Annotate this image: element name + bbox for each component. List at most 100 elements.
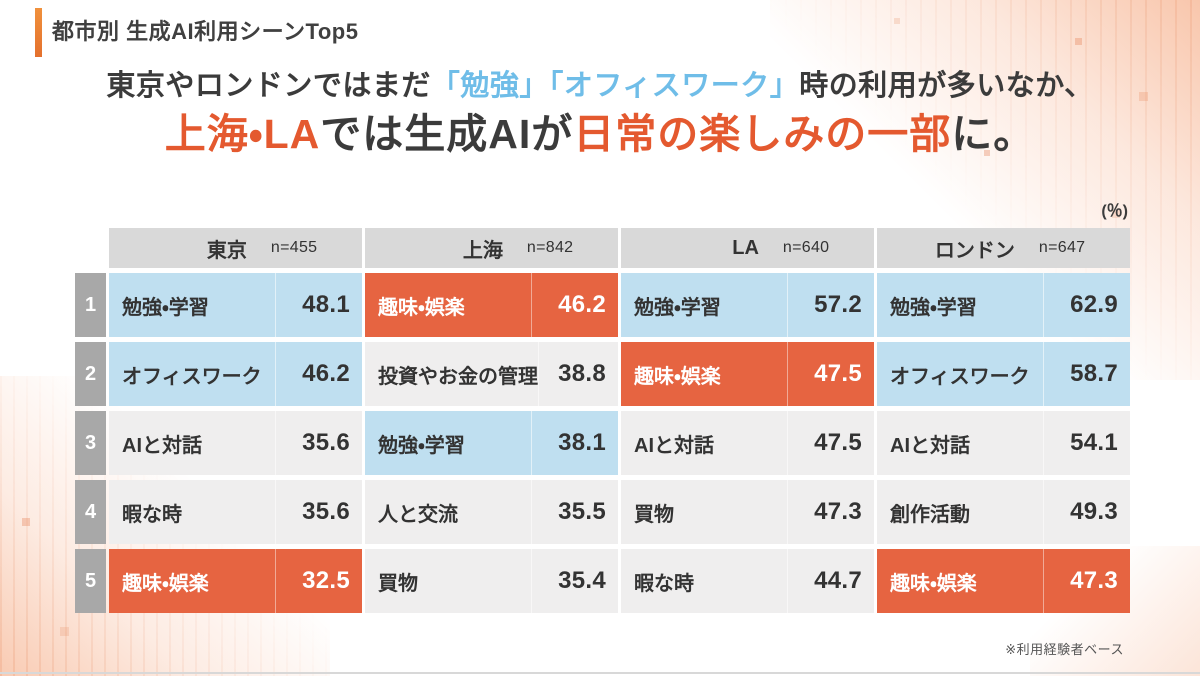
decoration-square [1075, 38, 1082, 45]
headline-segment-blue: 「勉強」「オフィスワーク」 [430, 70, 800, 102]
scene-label: 創作活動 [877, 480, 1044, 544]
headline-segment-orange: 日常の楽しみの一部 [573, 111, 952, 158]
scene-cell-ロンドン-rank3: AIと対話 54.1 [877, 411, 1130, 475]
scene-label: オフィスワーク [109, 342, 276, 406]
rank-number: 3 [75, 411, 106, 475]
rank-number: 1 [75, 273, 106, 337]
scene-label: 買物 [365, 549, 532, 613]
title-accent-bar [35, 8, 42, 57]
scene-label: オフィスワーク [877, 342, 1044, 406]
scene-value: 46.2 [302, 360, 350, 387]
scene-value: 48.1 [302, 291, 350, 318]
scene-cell-東京-rank3: AIと対話 35.6 [109, 411, 362, 475]
sample-size: n=640 [782, 239, 830, 256]
scene-value: 47.3 [1070, 567, 1118, 594]
city-name: LA [732, 236, 759, 259]
scene-value: 46.2 [558, 291, 606, 318]
rank-number: 5 [75, 549, 106, 613]
scene-label: 買物 [621, 480, 788, 544]
rank-number: 2 [75, 342, 106, 406]
unit-label: (％) [1101, 203, 1128, 220]
scene-label: 勉強・学習 [621, 273, 788, 337]
scene-value: 58.7 [1070, 360, 1118, 387]
scene-cell-上海-rank3: 勉強・学習 38.1 [365, 411, 618, 475]
scene-cell-上海-rank4: 人と交流 35.5 [365, 480, 618, 544]
scene-label: 趣味・娯楽 [109, 549, 276, 613]
decoration-square [894, 18, 900, 24]
scene-cell-ロンドン-rank4: 創作活動 49.3 [877, 480, 1130, 544]
scene-cell-LA-rank5: 暇な時 44.7 [621, 549, 874, 613]
decoration-square [984, 150, 990, 156]
scene-cell-ロンドン-rank1: 勉強・学習 62.9 [877, 273, 1130, 337]
scene-value: 38.8 [558, 360, 606, 387]
scene-label: 勉強・学習 [365, 411, 532, 475]
city-name: ロンドン [934, 239, 1015, 262]
footnote: ※利用経験者ベース [1005, 642, 1124, 657]
scene-label: 暇な時 [109, 480, 276, 544]
sample-size: n=455 [270, 239, 318, 256]
decoration-square [22, 518, 30, 526]
scene-value: 44.7 [814, 567, 862, 594]
scene-label: 投資やお金の管理 [365, 342, 539, 406]
scene-label: 趣味・娯楽 [365, 273, 532, 337]
rank-number: 4 [75, 480, 106, 544]
scene-value: 47.5 [814, 360, 862, 387]
scene-value: 54.1 [1070, 429, 1118, 456]
decoration-square [1112, 210, 1120, 218]
decoration-square [60, 627, 69, 636]
scene-label: AIと対話 [109, 411, 276, 475]
slide-title: 都市別 生成AI利用シーンTop5 [52, 19, 359, 44]
headline-line1: 東京やロンドンではまだ「勉強」「オフィスワーク」時の利用が多いなか、 [0, 70, 1200, 103]
scene-cell-LA-rank1: 勉強・学習 57.2 [621, 273, 874, 337]
scene-label: AIと対話 [621, 411, 788, 475]
scene-cell-上海-rank5: 買物 35.4 [365, 549, 618, 613]
scene-cell-東京-rank5: 趣味・娯楽 32.5 [109, 549, 362, 613]
headline-line2: 上海・LAでは生成AIが日常の楽しみの一部に。 [0, 111, 1200, 158]
scene-label: 勉強・学習 [877, 273, 1044, 337]
scene-value: 38.1 [558, 429, 606, 456]
scene-cell-LA-rank2: 趣味・娯楽 47.5 [621, 342, 874, 406]
scene-label: 趣味・娯楽 [877, 549, 1044, 613]
sample-size: n=842 [526, 239, 574, 256]
scene-label: 人と交流 [365, 480, 532, 544]
scene-label: 勉強・学習 [109, 273, 276, 337]
bottom-divider [0, 672, 1200, 674]
scene-cell-東京-rank4: 暇な時 35.6 [109, 480, 362, 544]
column-header-london: ロンドン n=647 [877, 228, 1130, 268]
scene-value: 35.4 [558, 567, 606, 594]
city-name: 東京 [206, 239, 247, 262]
scene-value: 35.6 [302, 429, 350, 456]
scene-cell-ロンドン-rank2: オフィスワーク 58.7 [877, 342, 1130, 406]
scene-value: 47.5 [814, 429, 862, 456]
scene-label: 趣味・娯楽 [621, 342, 788, 406]
scene-value: 62.9 [1070, 291, 1118, 318]
scene-cell-LA-rank3: AIと対話 47.5 [621, 411, 874, 475]
headline-segment: 東京やロンドンではまだ [106, 70, 431, 102]
decoration-square [1139, 92, 1148, 101]
headline-segment: では生成AIが [320, 111, 574, 158]
scene-value: 35.5 [558, 498, 606, 525]
column-header-shanghai: 上海 n=842 [365, 228, 618, 268]
scene-value: 47.3 [814, 498, 862, 525]
scene-cell-上海-rank2: 投資やお金の管理 38.8 [365, 342, 618, 406]
scene-cell-LA-rank4: 買物 47.3 [621, 480, 874, 544]
scene-value: 49.3 [1070, 498, 1118, 525]
scene-value: 35.6 [302, 498, 350, 525]
scene-value: 32.5 [302, 567, 350, 594]
headline-segment: 時の利用が多いなか、 [799, 70, 1094, 102]
header-spacer [75, 228, 106, 268]
scene-value: 57.2 [814, 291, 862, 318]
headline-segment: に。 [951, 111, 1036, 158]
column-header-la: LA n=640 [621, 228, 874, 268]
headline-segment-orange: 上海・LA [164, 111, 321, 158]
scene-cell-ロンドン-rank5: 趣味・娯楽 47.3 [877, 549, 1130, 613]
scene-cell-上海-rank1: 趣味・娯楽 46.2 [365, 273, 618, 337]
column-header-tokyo: 東京 n=455 [109, 228, 362, 268]
city-name: 上海 [462, 239, 503, 262]
scene-cell-東京-rank2: オフィスワーク 46.2 [109, 342, 362, 406]
scene-label: 暇な時 [621, 549, 788, 613]
scene-cell-東京-rank1: 勉強・学習 48.1 [109, 273, 362, 337]
scene-label: AIと対話 [877, 411, 1044, 475]
sample-size: n=647 [1038, 239, 1086, 256]
